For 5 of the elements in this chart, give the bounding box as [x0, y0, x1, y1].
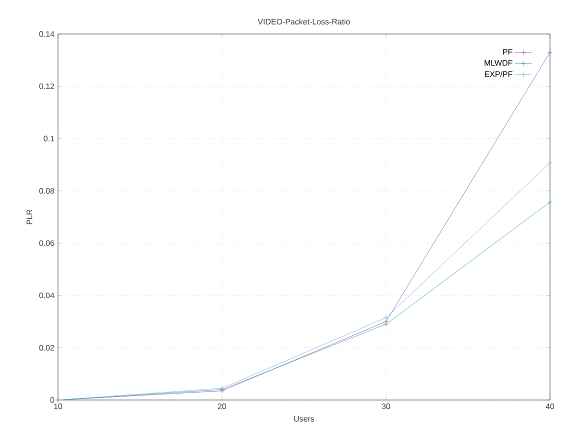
point — [383, 321, 389, 327]
point — [547, 199, 553, 205]
point — [547, 50, 553, 55]
point — [547, 160, 553, 166]
point — [383, 314, 389, 320]
